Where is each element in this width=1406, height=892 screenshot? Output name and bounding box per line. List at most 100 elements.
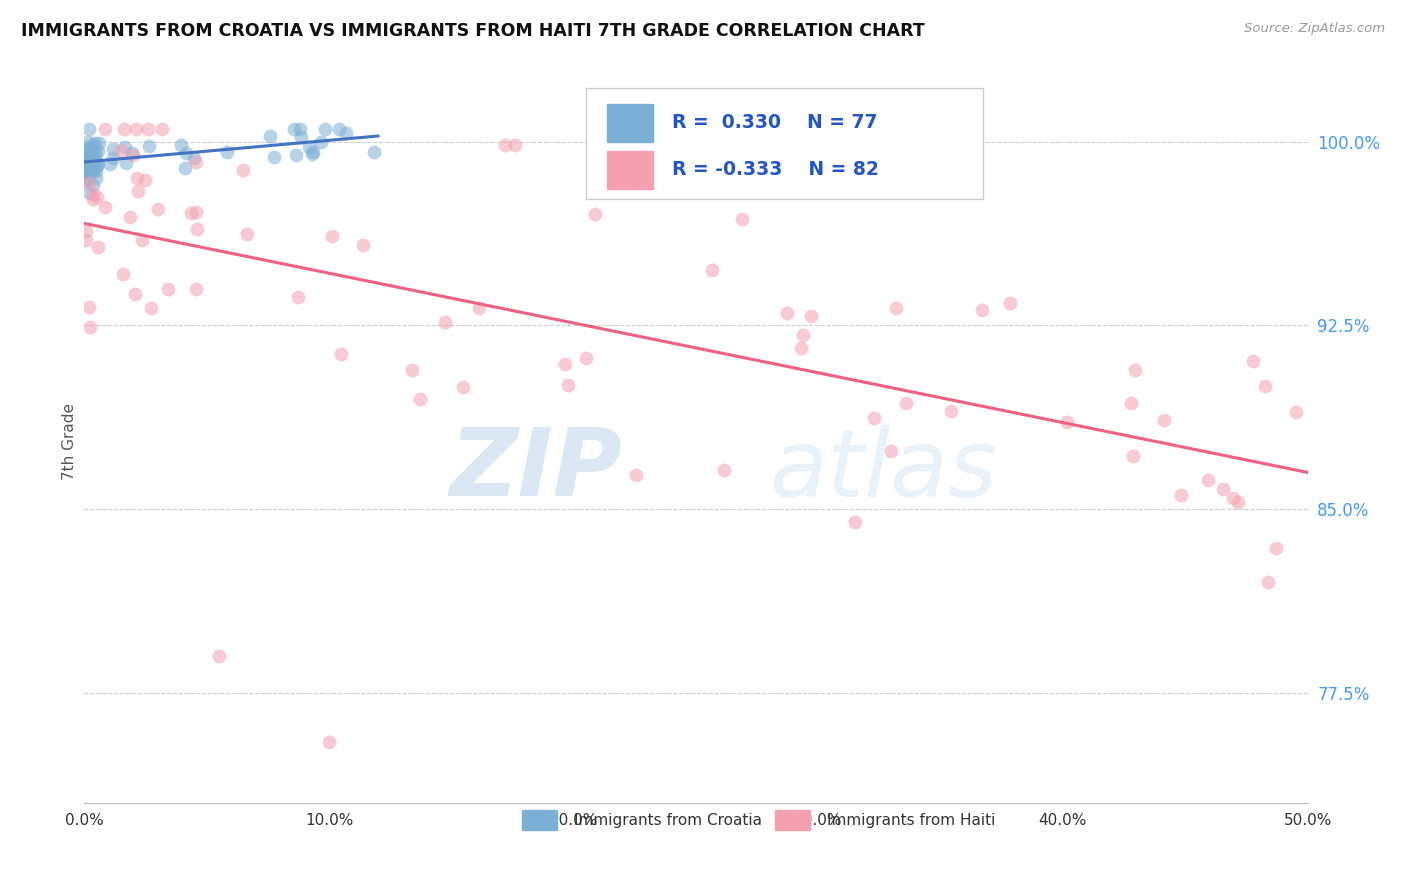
Point — [79, 167, 101, 181]
Point — [1285, 405, 1308, 419]
Bar — [606, 104, 654, 142]
Point — [284, 148, 307, 162]
Text: R = -0.333    N = 82: R = -0.333 N = 82 — [672, 160, 879, 178]
Point — [82, 192, 104, 206]
Point — [124, 287, 146, 301]
Point — [970, 302, 993, 317]
Point — [700, 262, 723, 277]
Point — [98, 156, 121, 170]
Point — [290, 130, 312, 145]
Point — [731, 212, 754, 227]
Point — [298, 140, 321, 154]
Point — [505, 137, 527, 152]
Point — [75, 165, 97, 179]
Point — [101, 151, 124, 165]
Point — [86, 155, 108, 169]
Point — [335, 126, 357, 140]
Point — [76, 159, 98, 173]
Point — [713, 463, 735, 477]
Point — [1222, 491, 1244, 506]
Point — [409, 392, 432, 407]
Point — [1212, 483, 1234, 497]
Point — [451, 379, 474, 393]
Point — [77, 153, 100, 168]
Text: Immigrants from Croatia: Immigrants from Croatia — [574, 813, 762, 828]
Point — [84, 164, 107, 178]
Point — [121, 146, 143, 161]
Point — [290, 122, 312, 136]
Text: atlas: atlas — [769, 425, 998, 516]
Point — [1254, 379, 1277, 393]
Point — [115, 155, 138, 169]
Point — [77, 157, 100, 171]
Point — [844, 515, 866, 529]
Point — [77, 159, 100, 173]
Point — [76, 140, 98, 154]
Point — [76, 150, 98, 164]
Point — [330, 346, 353, 360]
Point — [1197, 473, 1219, 487]
Point — [186, 221, 208, 235]
Point — [131, 233, 153, 247]
Point — [1122, 449, 1144, 463]
Point — [127, 184, 149, 198]
Point — [77, 159, 100, 173]
Point — [894, 396, 917, 410]
Point — [328, 122, 350, 136]
Point — [998, 296, 1021, 310]
Point — [82, 186, 104, 201]
Point — [82, 156, 104, 170]
Point — [800, 309, 823, 323]
FancyBboxPatch shape — [586, 87, 983, 200]
Point — [76, 157, 98, 171]
Point — [82, 137, 104, 152]
Point — [87, 136, 110, 150]
Point — [75, 166, 97, 180]
Point — [87, 144, 110, 158]
Point — [1226, 495, 1249, 509]
Point — [789, 341, 811, 355]
Point — [134, 173, 156, 187]
Point — [468, 301, 491, 316]
Point — [1153, 413, 1175, 427]
Point — [184, 205, 207, 219]
Point — [1170, 487, 1192, 501]
Point — [1264, 541, 1286, 555]
Point — [79, 141, 101, 155]
Point — [311, 135, 333, 149]
Point — [76, 143, 98, 157]
Point — [1257, 575, 1279, 590]
Point — [75, 159, 97, 173]
Point — [87, 156, 110, 170]
Point — [112, 122, 135, 136]
Point — [318, 734, 340, 748]
Point — [79, 151, 101, 165]
Point — [110, 143, 132, 157]
Point — [82, 178, 104, 193]
Point — [84, 161, 107, 176]
Point — [263, 150, 285, 164]
Point — [1056, 415, 1078, 429]
Point — [73, 148, 96, 162]
Point — [77, 300, 100, 314]
Point — [173, 161, 195, 175]
Point — [77, 176, 100, 190]
Point — [283, 122, 305, 136]
Point — [75, 163, 97, 178]
Point — [87, 240, 110, 254]
Point — [321, 228, 343, 243]
Point — [433, 315, 456, 329]
Point — [75, 153, 97, 167]
Point — [83, 149, 105, 163]
Point — [301, 146, 323, 161]
Point — [84, 136, 107, 151]
Point — [148, 202, 170, 216]
Point — [1119, 395, 1142, 409]
Point — [76, 172, 98, 186]
Point — [86, 190, 108, 204]
Point — [363, 145, 385, 159]
Point — [94, 201, 117, 215]
Point — [557, 378, 579, 392]
Point — [150, 122, 173, 136]
Point — [75, 159, 97, 173]
